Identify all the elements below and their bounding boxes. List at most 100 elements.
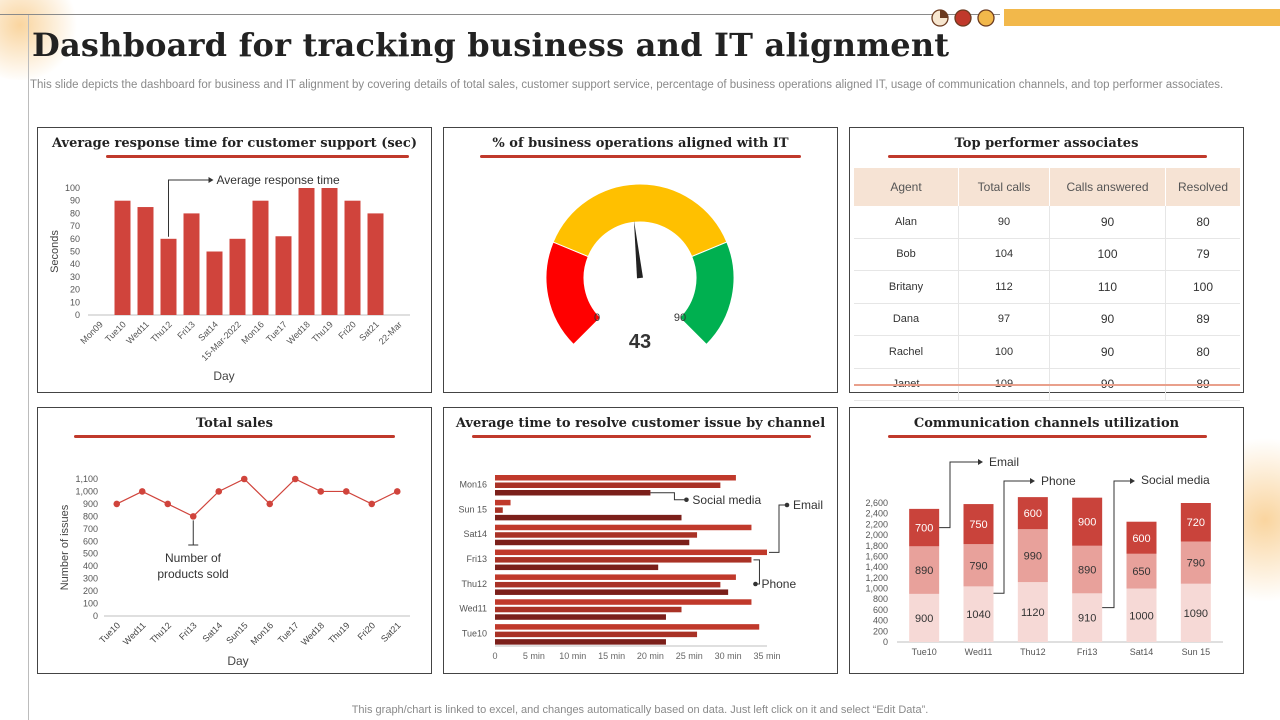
data-label: 900 xyxy=(915,613,933,625)
x-tick-label: 25 min xyxy=(676,651,703,661)
data-point xyxy=(317,488,325,495)
gauge-band xyxy=(678,241,735,346)
y-tick-label: 0 xyxy=(75,310,80,320)
annotation-dot xyxy=(784,502,790,508)
annotation-leader xyxy=(1102,480,1130,609)
gauge-value-label: 43 xyxy=(629,331,651,353)
bar xyxy=(344,200,361,315)
x-tick-label: Sat14 xyxy=(200,620,224,644)
y-tick-label: 70 xyxy=(70,221,80,231)
y-tick-label: 1,000 xyxy=(75,486,98,496)
stacked-bar-segment xyxy=(1180,503,1211,542)
table-bottom-rule xyxy=(854,384,1240,386)
bar xyxy=(275,236,292,315)
gauge-needle xyxy=(633,220,643,279)
table-cell: 100 xyxy=(1049,238,1166,271)
stacked-bar-segment xyxy=(1072,497,1103,546)
annotation-arrowhead xyxy=(208,177,214,183)
data-point xyxy=(240,475,248,483)
bar xyxy=(495,524,752,531)
y-tick-label: 1,800 xyxy=(865,541,888,551)
stacked-bar-segment xyxy=(1126,588,1157,642)
annotation-leader xyxy=(753,559,760,585)
bar xyxy=(495,475,736,481)
x-tick-label: Mon16 xyxy=(249,620,276,647)
panel-resolve-time: Average time to resolve customer issue b… xyxy=(443,407,838,674)
data-label: 790 xyxy=(969,560,987,572)
stacked-bar-segment xyxy=(1072,545,1103,594)
y-tick-label: 50 xyxy=(70,247,80,257)
y-tick-label: 600 xyxy=(873,605,888,615)
data-label: 910 xyxy=(1078,613,1096,625)
data-point xyxy=(368,500,376,508)
table-cell: 90 xyxy=(1049,206,1166,239)
x-tick-label: 0 xyxy=(492,651,497,661)
table-cell: Britany xyxy=(854,270,959,304)
x-tick-label: Wed18 xyxy=(299,620,326,647)
panel-title-resolve-time: Average time to resolve customer issue b… xyxy=(455,416,826,431)
bar xyxy=(252,200,269,315)
header-dots xyxy=(931,9,995,27)
annotation-leader xyxy=(650,492,685,501)
gauge-min-label: 0 xyxy=(594,312,600,324)
bar xyxy=(206,251,223,315)
bar xyxy=(114,200,131,315)
table-cell: Alan xyxy=(854,206,959,239)
y-tick-label: 500 xyxy=(83,549,98,559)
annotation-leader xyxy=(993,480,1030,594)
column-header: Resolved xyxy=(1165,168,1240,206)
bar xyxy=(495,614,666,620)
annotation-leader xyxy=(168,179,209,237)
stacked-bar-segment xyxy=(909,593,940,642)
bar xyxy=(495,539,690,546)
y-tick-label: 400 xyxy=(873,616,888,626)
response-time-chart: 0102030405060708090100Mon09Tue10Wed11Thu… xyxy=(49,173,410,383)
header-accent-bar xyxy=(1004,9,1280,26)
gauge-band xyxy=(552,183,728,258)
table-cell: 90 xyxy=(958,206,1050,239)
y-tick-label: 1,000 xyxy=(865,584,888,594)
resolve-time-chart: 0 5 min 10 min 15 min 20 min 25 min 30 min 35 m… xyxy=(458,475,823,661)
y-tick-label: 200 xyxy=(83,586,98,596)
x-tick-label: Fri13 xyxy=(1077,647,1098,657)
stacked-bar-segment xyxy=(1017,582,1048,642)
x-tick-label: Fri20 xyxy=(336,319,358,341)
page-title: Dashboard for tracking business and IT a… xyxy=(32,26,950,64)
x-tick-label: 5 min xyxy=(523,651,545,661)
x-tick-label: Sat21 xyxy=(379,620,403,644)
annotation-label: products sold xyxy=(157,567,228,581)
data-point xyxy=(342,488,350,495)
x-tick-label: Mon09 xyxy=(78,319,105,346)
x-tick-label: Thu12 xyxy=(148,620,173,645)
stacked-bar-segment xyxy=(1017,497,1048,530)
y-tick-label: 2,600 xyxy=(865,498,888,508)
series-line xyxy=(116,478,398,518)
annotation-label: Email xyxy=(793,498,823,512)
bar xyxy=(298,188,315,315)
x-tick-label: Fri20 xyxy=(356,620,378,642)
data-point xyxy=(189,513,197,520)
top-performers-table: Agent Total calls Calls answered Resolve… xyxy=(854,168,1240,401)
header-rule xyxy=(0,14,1000,15)
left-rule xyxy=(28,15,29,720)
y-tick-label: 800 xyxy=(83,511,98,521)
y-tick-label: Sun 15 xyxy=(458,504,487,514)
y-tick-label: 40 xyxy=(70,259,80,269)
annotation-arrowhead xyxy=(1030,478,1035,484)
y-tick-label: 2,400 xyxy=(865,509,888,519)
annotation-arrowhead xyxy=(978,459,983,465)
y-tick-label: 1,400 xyxy=(865,562,888,572)
stacked-bar-segment xyxy=(1072,593,1103,642)
x-tick-label: 10 min xyxy=(559,651,586,661)
table-row: Dana 97 90 89 xyxy=(854,303,1240,336)
panel-title-top-performers: Top performer associates xyxy=(954,136,1139,151)
y-tick-label: Mon16 xyxy=(459,479,487,489)
bar xyxy=(495,624,760,630)
table-cell: 80 xyxy=(1165,335,1240,369)
page-subtitle: This slide depicts the dashboard for bus… xyxy=(30,79,1224,91)
data-point xyxy=(393,488,401,495)
x-tick-label: Thu12 xyxy=(1020,647,1046,657)
x-tick-label: Mon16 xyxy=(239,319,266,346)
orange-dot-icon xyxy=(977,9,995,27)
data-point xyxy=(113,500,121,508)
